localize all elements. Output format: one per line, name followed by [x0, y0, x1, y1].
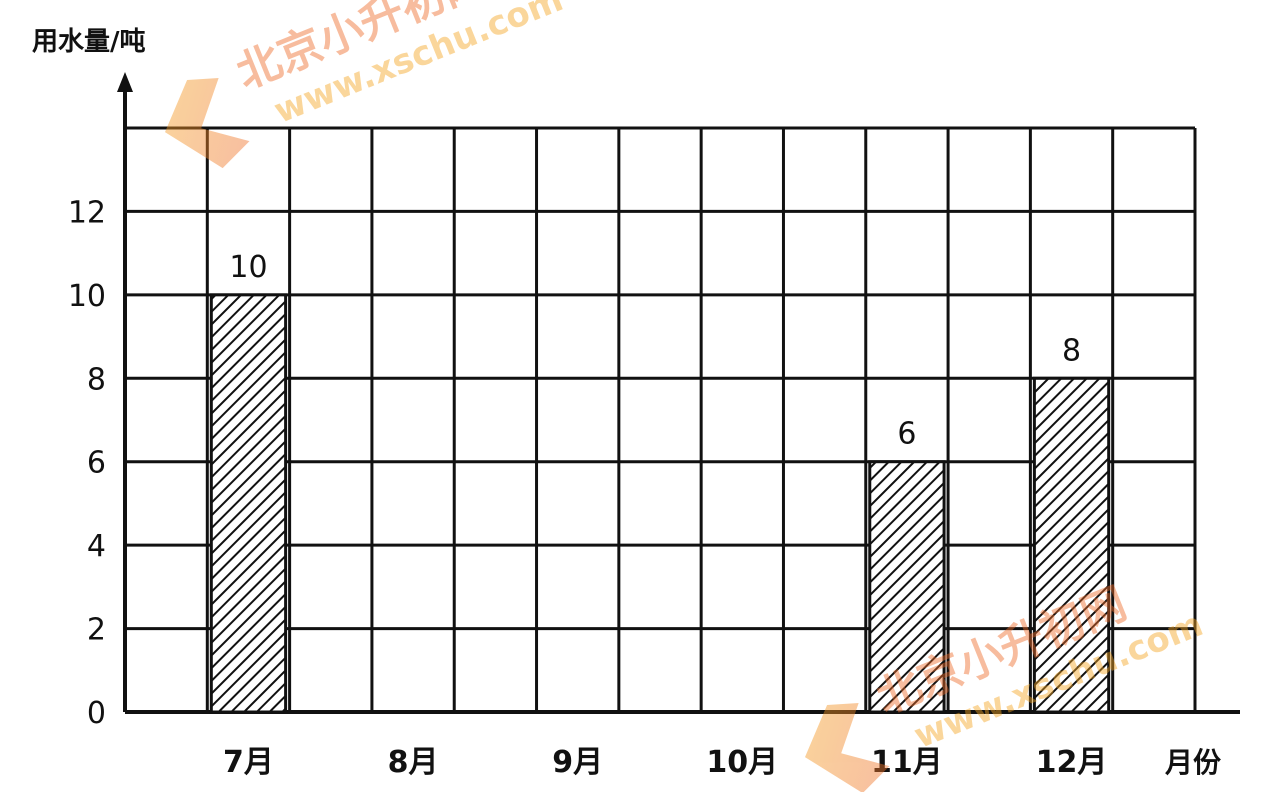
y-tick-label: 0 — [87, 696, 106, 731]
y-tick-labels: 0 2 4 6 8 10 12 — [68, 195, 106, 731]
watermark-logo: 北京小升初网 www.xschu.com — [804, 578, 1209, 792]
x-tick-label: 10月 — [706, 745, 778, 780]
x-tick-label: 7月 — [223, 745, 274, 780]
bar-value-label: 6 — [897, 417, 916, 452]
bar — [1032, 376, 1111, 714]
x-tick-label: 11月 — [871, 745, 943, 780]
x-axis-title: 月份 — [1164, 746, 1221, 779]
y-tick-label: 6 — [87, 446, 106, 481]
watermark-logo: 北京小升初网 www.xschu.com — [164, 0, 569, 169]
y-tick-label: 12 — [68, 195, 106, 230]
bar — [868, 460, 946, 714]
bar — [209, 293, 288, 714]
bar-value-labels: 10 6 8 — [229, 250, 1081, 452]
bar-value-label: 8 — [1062, 333, 1081, 368]
watermark-mark-icon — [164, 78, 250, 169]
x-tick-label: 8月 — [388, 745, 439, 780]
y-tick-label: 2 — [87, 613, 106, 648]
y-tick-label: 8 — [87, 362, 106, 397]
x-tick-label: 9月 — [552, 745, 603, 780]
x-tick-label: 12月 — [1036, 745, 1108, 780]
y-axis-title: 用水量/吨 — [32, 27, 146, 57]
chart-grid — [125, 126, 1197, 712]
watermark-mark-icon — [804, 703, 890, 792]
bar-value-label: 10 — [229, 250, 267, 285]
chart-bars — [209, 293, 1111, 714]
y-axis-arrow-icon — [117, 72, 133, 92]
y-tick-label: 4 — [87, 529, 106, 564]
x-tick-labels: 7月 8月 9月 10月 11月 12月 — [223, 745, 1107, 780]
y-tick-label: 10 — [68, 279, 106, 314]
